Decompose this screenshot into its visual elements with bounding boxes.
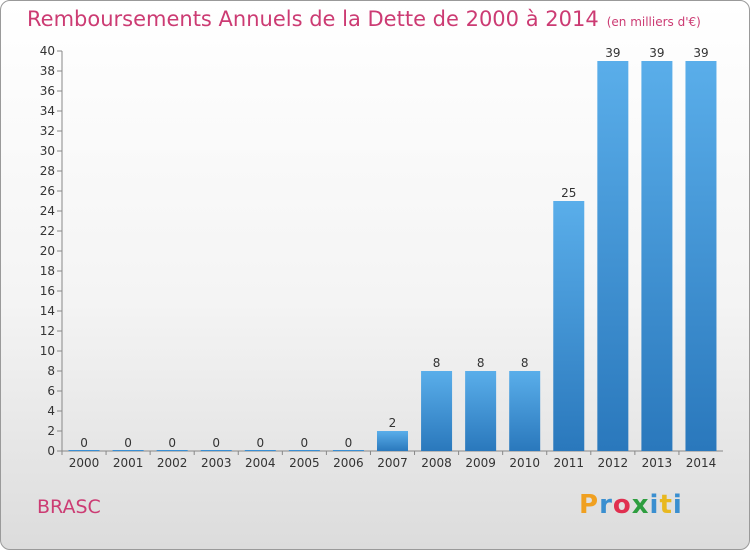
bar-2007 [377, 431, 408, 451]
bar-2011 [553, 201, 585, 451]
bar-value-label: 0 [168, 436, 176, 450]
logo-letter: P [579, 490, 600, 520]
y-tick-label: 6 [47, 384, 55, 398]
x-tick-label: 2010 [509, 456, 540, 470]
y-tick-label: 18 [40, 264, 55, 278]
y-tick-label: 38 [40, 64, 55, 78]
bar-value-label: 25 [561, 186, 576, 200]
y-tick-label: 22 [40, 224, 55, 238]
bar-2014 [685, 61, 717, 451]
y-tick-label: 34 [40, 104, 55, 118]
x-tick-label: 2004 [245, 456, 276, 470]
y-tick-label: 36 [40, 84, 55, 98]
logo-letter: r [599, 490, 613, 520]
y-tick-label: 32 [40, 124, 55, 138]
bar-value-label: 2 [389, 416, 397, 430]
bars: 0 0 0 0 0 0 0 2 8 8 8 25 39 39 39 [68, 46, 717, 451]
bar-2012 [597, 61, 629, 451]
x-tick-label: 2011 [553, 456, 584, 470]
y-tick-label: 30 [40, 144, 55, 158]
bar-value-label: 0 [256, 436, 264, 450]
bar-2010 [509, 371, 541, 451]
bar-value-label: 0 [80, 436, 88, 450]
y-tick-label: 40 [40, 44, 55, 58]
logo-letter: t [659, 490, 673, 520]
y-tick-label: 24 [40, 204, 55, 218]
y-tick-label: 4 [47, 404, 55, 418]
logo-letter: x [631, 490, 650, 520]
logo-letter: i [649, 490, 660, 520]
bar-value-label: 8 [521, 356, 529, 370]
place-name: BRASC [37, 496, 101, 518]
y-tick-label: 8 [47, 364, 55, 378]
logo-letter: o [612, 490, 632, 520]
x-tick-label: 2003 [201, 456, 232, 470]
logo-letter: i [672, 490, 683, 520]
x-tick-label: 2006 [333, 456, 364, 470]
bar-2009 [465, 371, 497, 451]
bar-value-label: 0 [301, 436, 309, 450]
bar-value-label: 39 [693, 46, 708, 60]
bar-2008 [421, 371, 453, 451]
chart-title: Remboursements Annuels de la Dette de 20… [27, 7, 701, 31]
x-tick-label: 2001 [113, 456, 144, 470]
x-tick-label: 2005 [289, 456, 320, 470]
proxiti-logo: Proxiti [579, 490, 683, 520]
bar-value-label: 39 [649, 46, 664, 60]
x-tick-label: 2009 [465, 456, 496, 470]
x-tick-label: 2014 [686, 456, 717, 470]
x-tick-label: 2007 [377, 456, 408, 470]
x-tick-label: 2000 [69, 456, 100, 470]
y-tick-label: 2 [47, 424, 55, 438]
bar-value-label: 0 [212, 436, 220, 450]
x-tick-label: 2002 [157, 456, 188, 470]
bar-value-label: 8 [477, 356, 485, 370]
y-tick-label: 16 [40, 284, 55, 298]
y-tick-label: 12 [40, 324, 55, 338]
chart-unit: (en milliers d'€) [606, 15, 701, 29]
y-tick-label: 14 [40, 304, 55, 318]
y-tick-label: 10 [40, 344, 55, 358]
bar-value-label: 0 [345, 436, 353, 450]
x-tick-label: 2008 [421, 456, 452, 470]
bar-value-label: 0 [124, 436, 132, 450]
bar-value-label: 39 [605, 46, 620, 60]
bar-2013 [641, 61, 673, 451]
chart-title-text: Remboursements Annuels de la Dette de 20… [27, 7, 599, 31]
y-tick-label: 26 [40, 184, 55, 198]
y-tick-label: 20 [40, 244, 55, 258]
x-tick-label: 2013 [642, 456, 673, 470]
y-tick-label: 28 [40, 164, 55, 178]
bar-value-label: 8 [433, 356, 441, 370]
y-tick-label: 0 [47, 444, 55, 458]
x-tick-label: 2012 [598, 456, 629, 470]
axes: 0246810121416182022242628303234363840200… [40, 44, 723, 470]
